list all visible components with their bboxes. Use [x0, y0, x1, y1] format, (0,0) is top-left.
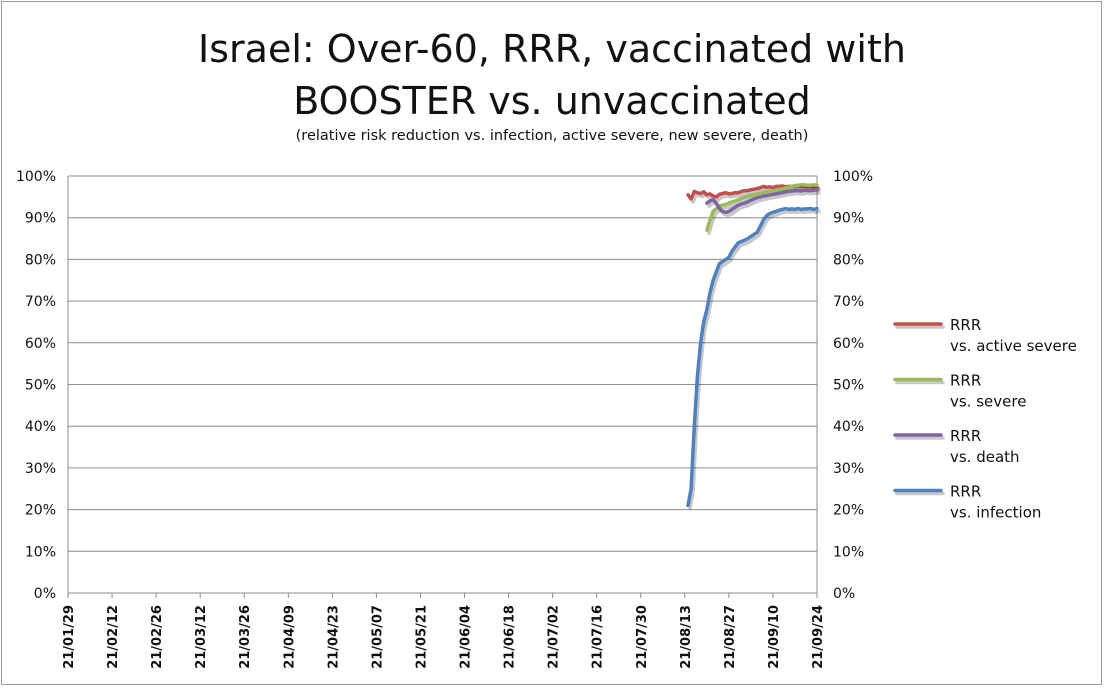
y-tick-label-right: 100%	[833, 169, 873, 185]
y-tick-label-right: 60%	[833, 336, 864, 352]
legend-label-line-1: RRR	[950, 483, 981, 501]
y-tick-label-right: 0%	[833, 586, 855, 602]
x-tick-label: 21/06/18	[503, 605, 518, 669]
legend-label-line-2: vs. severe	[950, 393, 1026, 411]
legend: RRR vs. active severe RRR vs. severe RRR vs. …	[893, 316, 1077, 522]
y-tick-label-left: 20%	[25, 503, 56, 519]
y-tick-label-right: 10%	[833, 544, 864, 560]
series-line-2	[705, 183, 819, 232]
x-tick-label: 21/04/09	[282, 605, 297, 669]
x-tick-label: 21/06/04	[459, 605, 474, 669]
y-tick-label-right: 90%	[833, 211, 864, 227]
x-tick-label: 21/05/07	[370, 605, 385, 669]
x-tick-label: 21/09/10	[767, 605, 782, 669]
y-tick-label-right: 20%	[833, 503, 864, 519]
legend-label-line-2: vs. active severe	[950, 337, 1077, 355]
x-tick-label: 21/01/29	[62, 605, 77, 669]
y-tick-label-left: 80%	[25, 252, 56, 268]
gridlines	[68, 175, 817, 594]
legend-label-line-1: RRR	[950, 372, 981, 390]
series-line-3	[705, 188, 819, 215]
legend-label-line-2: vs. infection	[950, 504, 1041, 522]
legend-label-line-1: RRR	[950, 316, 981, 334]
series-line-shadow	[688, 209, 821, 511]
y-tick-label-right: 80%	[833, 252, 864, 268]
legend-label-line-2: vs. death	[950, 448, 1020, 466]
x-tick-label: 21/03/12	[194, 605, 209, 669]
y-tick-label-left: 60%	[25, 336, 56, 352]
y-tick-label-left: 100%	[16, 169, 56, 185]
axes: 100% 100% 90% 90% 80% 80% 70% 70% 60% 60% 50% 50% 40…	[16, 169, 873, 669]
x-tick-label: 21/08/13	[679, 605, 694, 669]
x-tick-label: 21/09/24	[811, 605, 826, 669]
y-tick-label-left: 10%	[25, 544, 56, 560]
y-tick-label-right: 70%	[833, 294, 864, 310]
x-tick-label: 21/02/12	[106, 605, 121, 669]
y-tick-label-left: 70%	[25, 294, 56, 310]
chart-title-line-1: Israel: Over-60, RRR, vaccinated with	[198, 27, 906, 71]
series-line-4	[686, 206, 819, 508]
y-tick-label-right: 50%	[833, 378, 864, 394]
y-tick-label-left: 30%	[25, 461, 56, 477]
x-tick-label: 21/07/16	[591, 605, 606, 669]
y-tick-label-left: 50%	[25, 378, 56, 394]
y-tick-label-right: 30%	[833, 461, 864, 477]
x-tick-label: 21/08/27	[723, 605, 738, 669]
x-tick-label: 21/04/23	[326, 605, 341, 669]
y-tick-label-left: 40%	[25, 419, 56, 435]
chart-subtitle: (relative risk reduction vs. infection, …	[296, 128, 809, 144]
y-tick-label-right: 40%	[833, 419, 864, 435]
chart-title-line-2: BOOSTER vs. unvaccinated	[293, 79, 811, 123]
series-line-shadow	[707, 191, 821, 218]
x-tick-label: 21/07/30	[635, 605, 650, 669]
x-tick-label: 21/02/26	[150, 605, 165, 669]
series-lines	[686, 183, 821, 511]
legend-label-line-1: RRR	[950, 427, 981, 445]
x-tick-label: 21/07/02	[547, 605, 562, 669]
y-tick-label-left: 0%	[34, 586, 56, 602]
x-tick-label: 21/05/21	[414, 605, 429, 669]
y-tick-label-left: 90%	[25, 211, 56, 227]
x-tick-label: 21/03/26	[238, 605, 253, 669]
